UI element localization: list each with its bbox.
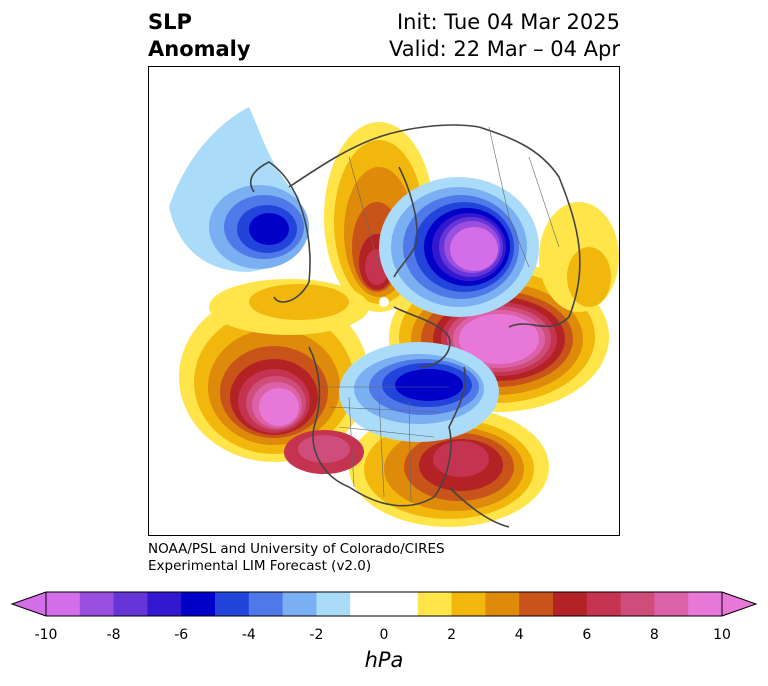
colorbar-tick-label: 4 [514, 627, 524, 643]
pos-western-us [284, 430, 364, 474]
colorbar-cell [113, 592, 148, 616]
colorbar-cell [215, 592, 250, 616]
colorbar-cell [553, 592, 588, 616]
pos-central-pacific [179, 292, 369, 462]
neg-barents [379, 177, 539, 317]
colorbar-tick-label: -10 [34, 627, 58, 643]
credit-line-2: Experimental LIM Forecast (v2.0) [148, 558, 372, 574]
colorbar-outline [45, 591, 723, 617]
colorbar-tick-label: -8 [106, 627, 121, 643]
colorbar-tick-label: -4 [241, 627, 256, 643]
colorbar-cell [147, 592, 182, 616]
colorbar-cell [350, 592, 385, 616]
neg-hudson [339, 342, 499, 442]
colorbar-cell [620, 592, 655, 616]
colorbar-unit-label: hPa [364, 648, 404, 672]
colorbar-cell [181, 592, 216, 616]
colorbar-tick-label: 10 [713, 627, 731, 643]
colorbar-cell [282, 592, 317, 616]
init-date: Init: Tue 04 Mar 2025 [396, 10, 620, 34]
colorbar-cell [79, 592, 115, 616]
colorbar-tick-label: 2 [447, 627, 457, 643]
colorbar-cell [519, 592, 554, 616]
neg-alaska [169, 107, 309, 272]
valid-range: Valid: 22 Mar – 04 Apr [389, 37, 620, 61]
colorbar-extend-min [12, 592, 46, 616]
colorbar-cell [451, 592, 486, 616]
coastlines [249, 124, 581, 528]
colorbar-tick-label: -2 [309, 627, 324, 643]
colorbar-cell [654, 592, 689, 616]
anomaly-map [148, 66, 620, 536]
colorbar-cell [586, 592, 622, 616]
title-line-2: Anomaly [148, 37, 251, 61]
title-line-1: SLP [148, 10, 192, 34]
colorbar-cell [248, 592, 284, 616]
map-svg [149, 67, 619, 535]
north-pole-marker [379, 297, 389, 307]
colorbar-cell [316, 592, 351, 616]
credit-text: NOAA/PSL and University of Colorado/CIRE… [148, 541, 445, 575]
colorbar-cell [688, 592, 723, 616]
colorbar-tick-label: 6 [582, 627, 592, 643]
colorbar-tick-label: 8 [649, 627, 659, 643]
colorbar-tick-label: -6 [174, 627, 189, 643]
colorbar-tick-label: 0 [379, 627, 389, 643]
chart-title: SLP Anomaly [148, 9, 251, 63]
pos-arctic-band [209, 279, 369, 335]
colorbar-cell [417, 592, 453, 616]
borders [319, 126, 560, 503]
colorbar-cells [46, 592, 723, 616]
colorbar-cell [384, 592, 419, 616]
credit-line-1: NOAA/PSL and University of Colorado/CIRE… [148, 541, 445, 557]
colorbar-cell [46, 592, 81, 616]
colorbar-cell [485, 592, 520, 616]
colorbar-extend-max [722, 592, 756, 616]
colorbar [10, 591, 758, 617]
forecast-dates: Init: Tue 04 Mar 2025 Valid: 22 Mar – 04… [389, 9, 620, 63]
